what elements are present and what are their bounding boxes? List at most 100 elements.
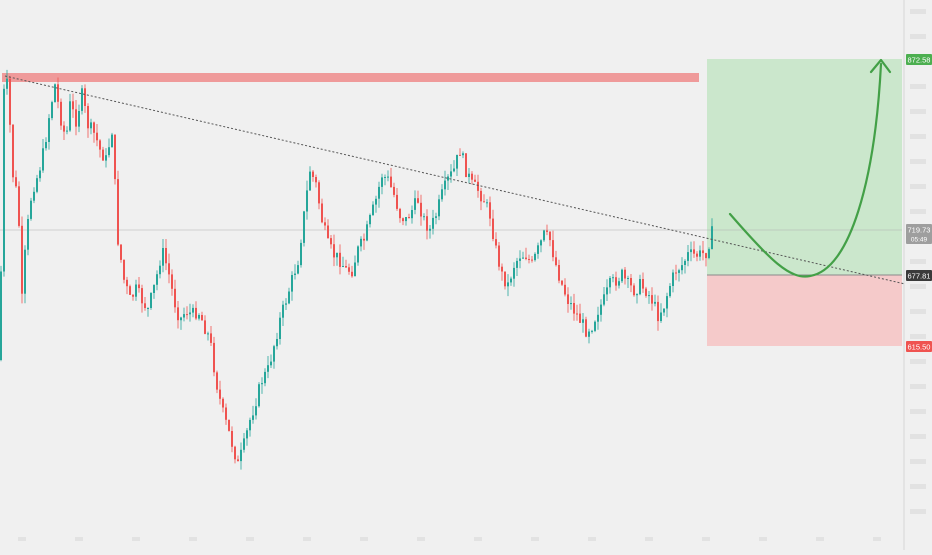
candle-body xyxy=(576,313,578,315)
candle-body xyxy=(510,278,512,283)
candle-body xyxy=(501,266,503,272)
candle-body xyxy=(390,176,392,187)
profit-zone[interactable] xyxy=(707,59,902,275)
candle-body xyxy=(486,202,488,204)
candle-body xyxy=(552,240,554,258)
time-scale-tick xyxy=(360,537,368,541)
candle-body xyxy=(354,262,356,277)
candle-body xyxy=(294,273,296,275)
candle-body xyxy=(273,346,275,362)
candle-body xyxy=(675,272,677,274)
candle-body xyxy=(198,315,200,319)
candle-body xyxy=(465,153,467,177)
candle-body xyxy=(381,177,383,187)
candle-body xyxy=(150,292,152,308)
candle-body xyxy=(45,142,47,149)
candle-body xyxy=(399,208,401,219)
projection-arrowhead-icon xyxy=(869,58,892,74)
price-scale-tick xyxy=(910,134,926,139)
candle-body xyxy=(351,271,353,277)
candle-body xyxy=(366,224,368,241)
candle-body xyxy=(27,219,29,250)
candle-body xyxy=(519,258,521,261)
time-scale[interactable] xyxy=(18,537,881,541)
time-scale-tick xyxy=(417,537,425,541)
candle-body xyxy=(144,303,146,308)
candle-body xyxy=(312,171,314,177)
loss-zone[interactable] xyxy=(707,275,902,346)
price-scale-tick xyxy=(910,409,926,414)
candle-body xyxy=(645,288,647,296)
candle-body xyxy=(345,266,347,268)
candle-body xyxy=(672,272,674,286)
time-scale-tick xyxy=(645,537,653,541)
candle-body xyxy=(48,118,50,142)
candle-body xyxy=(582,319,584,323)
candle-body xyxy=(561,280,563,285)
candle-body xyxy=(315,177,317,183)
candle-body xyxy=(621,269,623,282)
candle-body xyxy=(453,168,455,172)
candle-body xyxy=(102,149,104,161)
stop-price-label: 615.50 xyxy=(908,343,931,352)
candle-body xyxy=(261,383,263,385)
price-scale-tick xyxy=(910,309,926,314)
candle-body xyxy=(129,286,131,295)
candle-body xyxy=(9,78,11,125)
candle-body xyxy=(297,265,299,274)
candle-body xyxy=(702,250,704,254)
candle-body xyxy=(114,134,116,180)
candle-body xyxy=(447,176,449,181)
candle-body xyxy=(330,238,332,245)
candle-body xyxy=(699,250,701,257)
candle-body xyxy=(327,225,329,238)
candle-body xyxy=(567,294,569,304)
candle-body xyxy=(468,173,470,177)
time-scale-tick xyxy=(189,537,197,541)
price-scale[interactable] xyxy=(910,9,926,514)
candle-body xyxy=(612,277,614,279)
candle-body xyxy=(168,263,170,275)
descending-trendline[interactable] xyxy=(4,75,906,285)
candle-body xyxy=(636,294,638,296)
candle-body xyxy=(165,248,167,264)
candle-body xyxy=(579,313,581,323)
price-scale-tick xyxy=(910,359,926,364)
candle-body xyxy=(267,365,269,372)
candle-body xyxy=(711,226,713,250)
candle-body xyxy=(483,201,485,203)
price-scale-tick xyxy=(910,484,926,489)
candle-body xyxy=(57,84,59,102)
candle-body xyxy=(480,190,482,202)
candle-body xyxy=(99,140,101,150)
candle-body xyxy=(138,284,140,289)
candle-body xyxy=(516,260,518,268)
candle-body xyxy=(132,294,134,297)
candle-body xyxy=(588,331,590,337)
candle-body xyxy=(648,295,650,297)
candle-body xyxy=(183,314,185,318)
resistance-zone[interactable] xyxy=(2,73,699,82)
candle-body xyxy=(396,194,398,209)
candle-body xyxy=(303,211,305,243)
time-scale-tick xyxy=(474,537,482,541)
candle-body xyxy=(633,285,635,296)
candle-body xyxy=(408,217,410,219)
candle-body xyxy=(393,186,395,195)
candle-body xyxy=(378,186,380,199)
candle-body xyxy=(477,181,479,191)
price-scale-tick xyxy=(910,259,926,264)
candle-body xyxy=(237,459,239,462)
candle-body xyxy=(177,307,179,321)
candle-body xyxy=(624,269,626,279)
candle-body xyxy=(372,204,374,215)
time-scale-tick xyxy=(18,537,26,541)
candle-body xyxy=(324,222,326,226)
candle-body xyxy=(162,248,164,266)
candle-body xyxy=(597,314,599,322)
projection-curve[interactable] xyxy=(728,62,883,278)
candle-body xyxy=(678,270,680,273)
candle-body xyxy=(195,307,197,319)
